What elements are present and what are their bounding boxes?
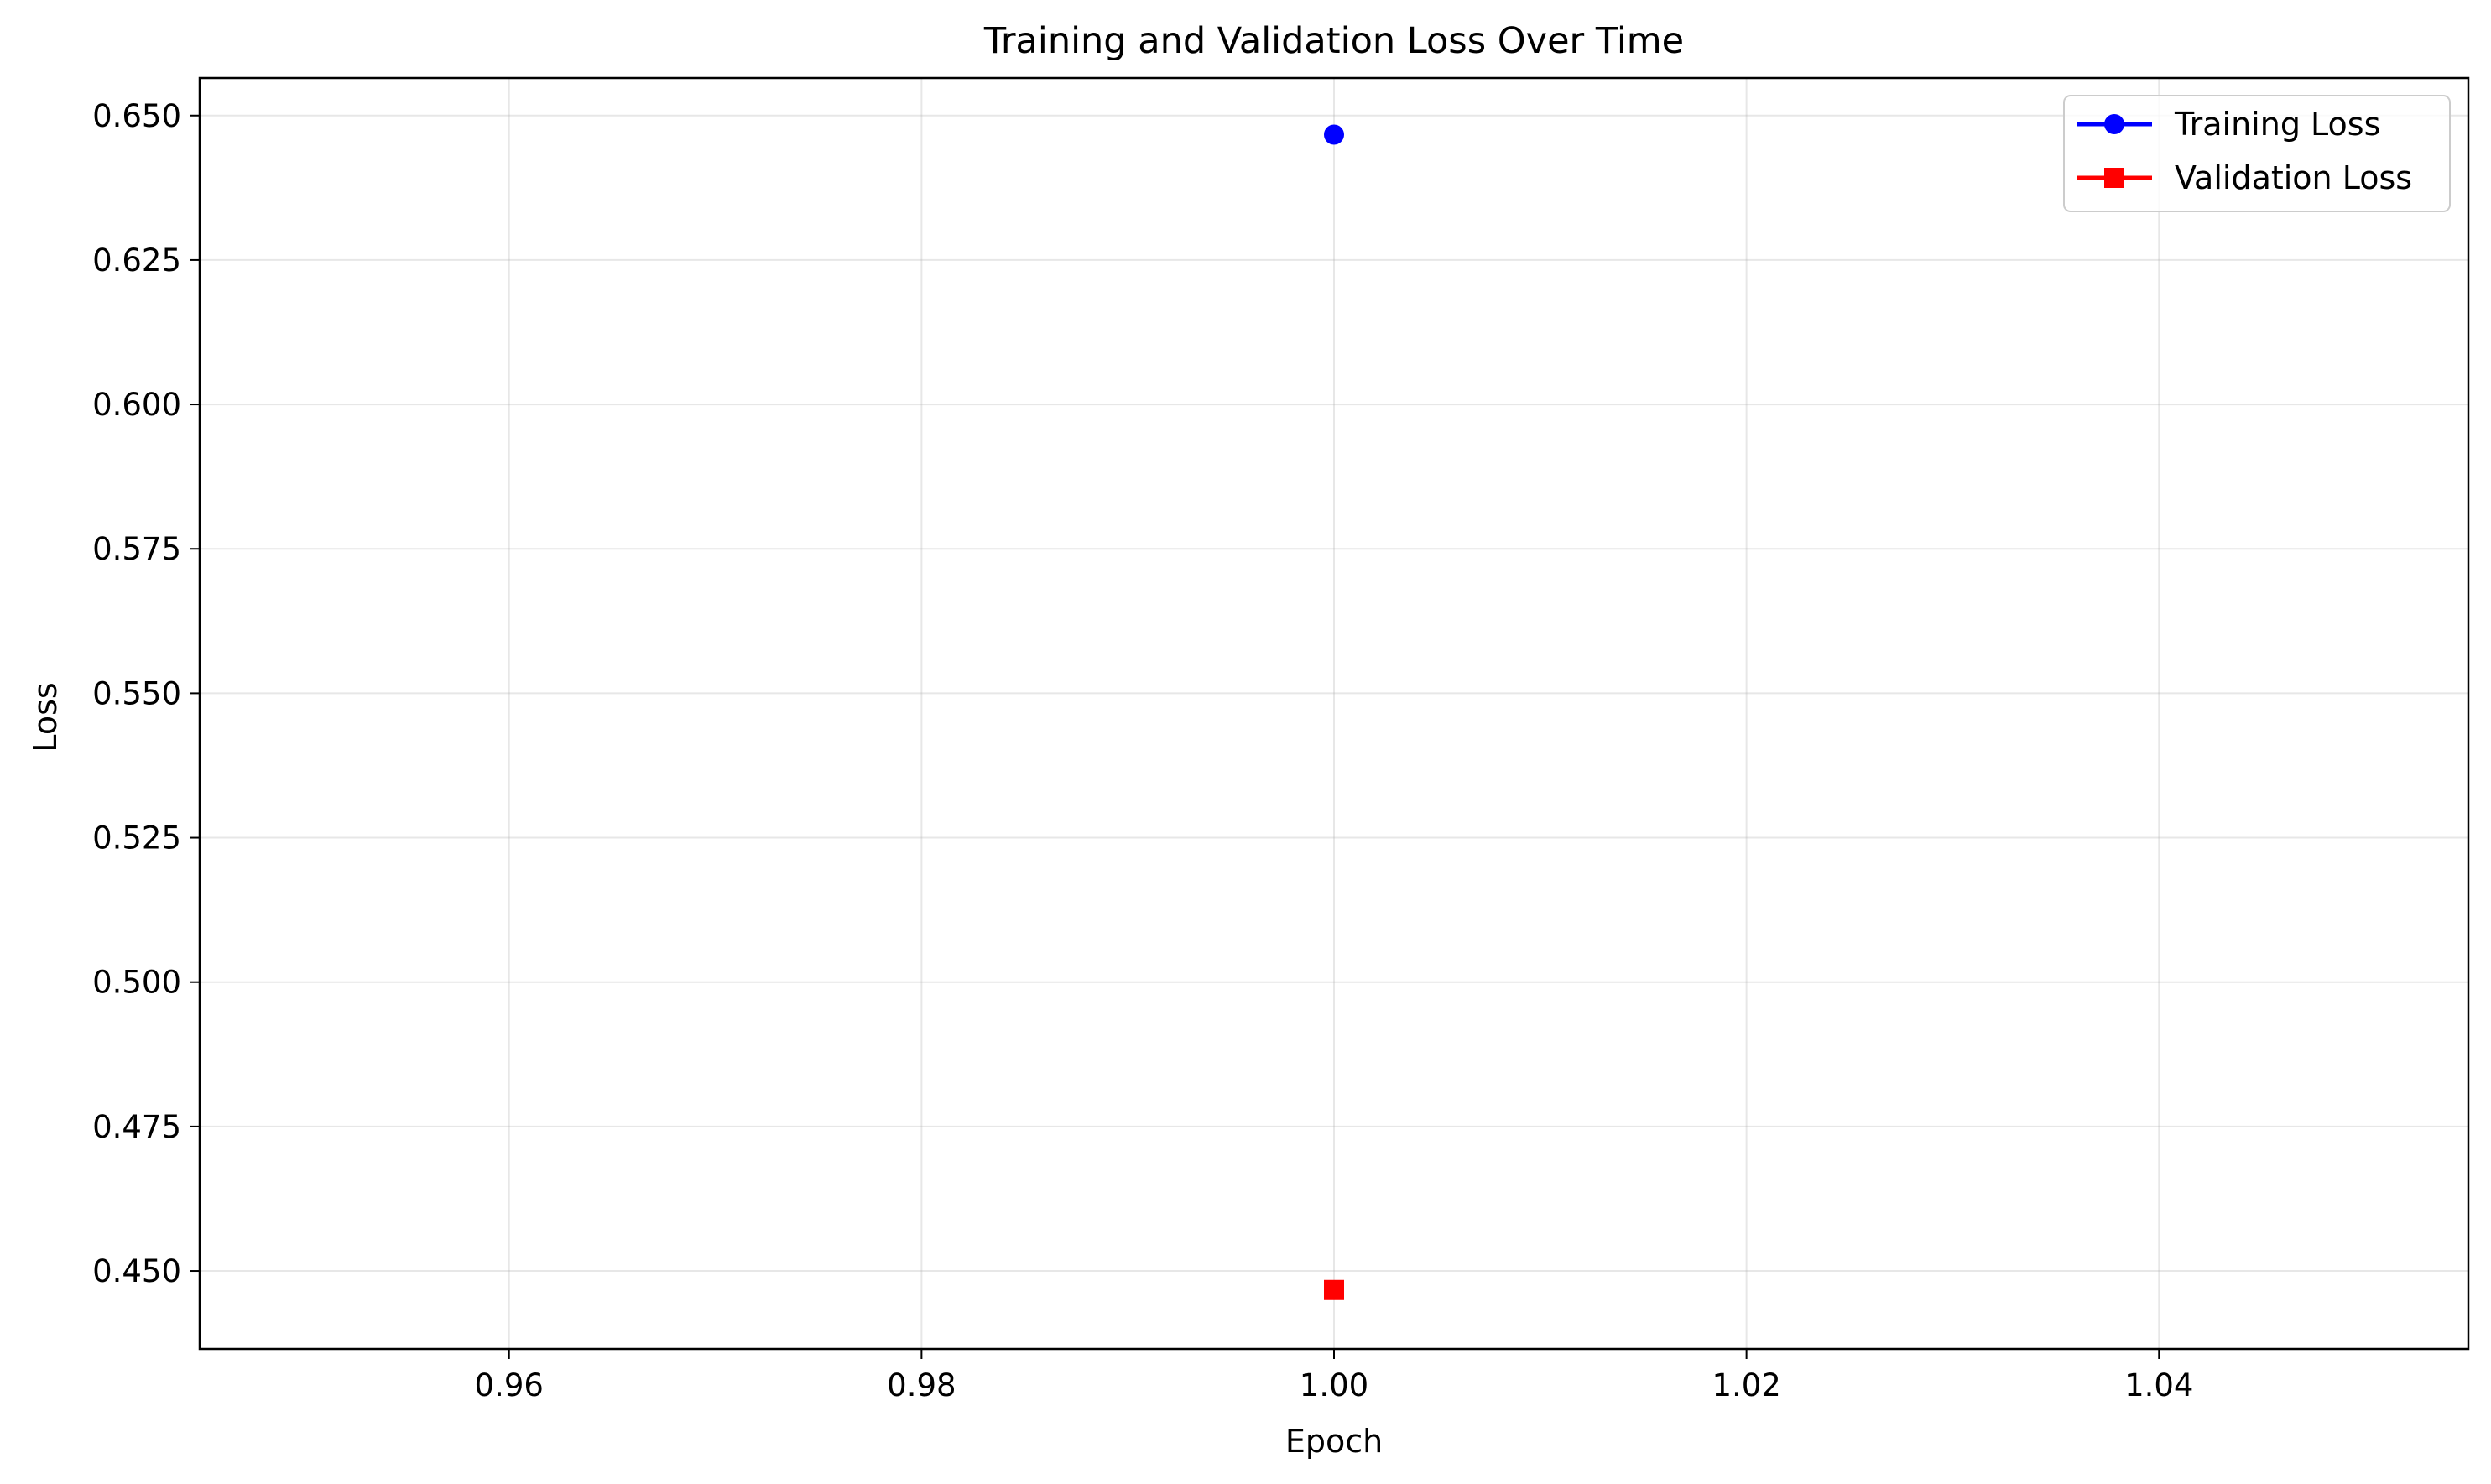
- x-tick-label: 0.98: [887, 1367, 956, 1403]
- validation-loss-point: [1324, 1279, 1344, 1300]
- legend-entry-training: Training Loss: [2077, 106, 2380, 143]
- y-tick-label: 0.625: [92, 242, 181, 279]
- x-tick-label: 0.96: [475, 1367, 544, 1403]
- chart-title: Training and Validation Loss Over Time: [983, 20, 1684, 62]
- y-tick-label: 0.500: [92, 965, 181, 1001]
- legend-marker-training: [2104, 114, 2124, 134]
- x-tick-label: 1.04: [2124, 1367, 2193, 1403]
- y-tick-label: 0.450: [92, 1253, 181, 1289]
- y-tick-label: 0.550: [92, 675, 181, 711]
- y-tick-label: 0.525: [92, 820, 181, 857]
- y-tick-label: 0.650: [92, 98, 181, 134]
- series-validation: [1324, 1279, 1344, 1300]
- series-training: [1324, 124, 1344, 145]
- legend-label-validation: Validation Loss: [2175, 159, 2412, 196]
- data-series: [1324, 124, 1344, 1300]
- legend-entry-validation: Validation Loss: [2077, 159, 2412, 196]
- training-loss-point: [1324, 124, 1344, 145]
- x-tick-label: 1.02: [1712, 1367, 1780, 1403]
- x-tick-label: 1.00: [1300, 1367, 1368, 1403]
- y-tick-label: 0.475: [92, 1109, 181, 1145]
- plot-frame: [198, 76, 2470, 1351]
- legend: Training Loss Validation Loss: [2063, 95, 2451, 212]
- y-tick-label: 0.600: [92, 387, 181, 423]
- y-axis-ticks: 0.450 0.475 0.500 0.525 0.550 0.575 0.600 0.625…: [92, 98, 200, 1289]
- x-axis-ticks: 0.96 0.98 1.00 1.02 1.04: [475, 1349, 2193, 1403]
- x-axis-label: Epoch: [1285, 1423, 1383, 1460]
- y-axis-label: Loss: [27, 682, 64, 752]
- y-tick-label: 0.575: [92, 531, 181, 567]
- legend-label-training: Training Loss: [2174, 106, 2380, 143]
- legend-marker-validation: [2104, 168, 2124, 188]
- legend-box: [2063, 95, 2451, 212]
